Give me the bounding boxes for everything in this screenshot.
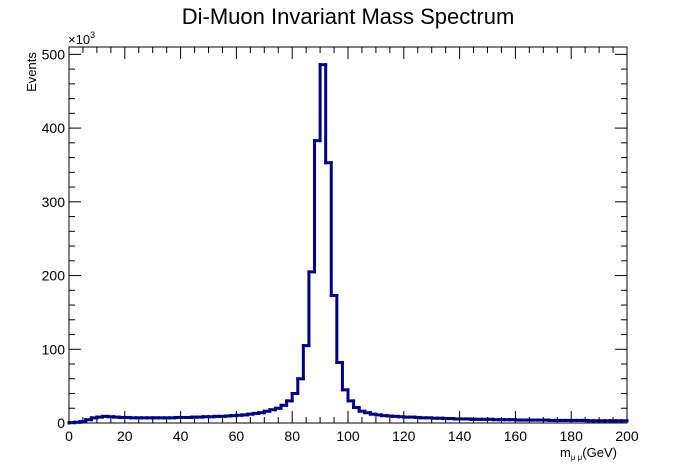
x-tick-label: 100 xyxy=(336,428,360,444)
axis-ticks xyxy=(68,47,628,424)
x-tick-label: 120 xyxy=(392,428,416,444)
y-multiplier-label: ×103 xyxy=(68,30,95,47)
y-axis-label: Events xyxy=(24,52,39,92)
x-axis-label-main: m xyxy=(560,445,571,460)
x-axis-label: mμ μ(GeV) xyxy=(560,445,617,462)
y-multiplier-base: ×10 xyxy=(68,32,90,47)
x-tick-label: 80 xyxy=(284,428,300,444)
x-axis-label-unit: (GeV) xyxy=(582,445,617,460)
x-tick-label: 60 xyxy=(229,428,245,444)
x-axis-label-subscript: μ μ xyxy=(571,453,583,462)
histogram-series xyxy=(67,63,629,425)
x-tick-label: 200 xyxy=(615,428,639,444)
x-tick-label: 0 xyxy=(65,428,73,444)
y-tick-label: 400 xyxy=(42,120,66,136)
chart-title: Di-Muon Invariant Mass Spectrum xyxy=(182,4,515,29)
y-tick-label: 500 xyxy=(42,46,66,62)
x-tick-label: 20 xyxy=(117,428,133,444)
y-multiplier-exponent: 3 xyxy=(90,30,95,40)
y-tick-label: 300 xyxy=(42,194,66,210)
y-tick-label: 0 xyxy=(57,415,65,431)
y-tick-label: 200 xyxy=(42,268,66,284)
plot-frame-border xyxy=(68,46,628,424)
x-tick-labels: 0 20 40 60 80 100 120 140 160 180 200 xyxy=(65,428,639,444)
x-tick-label: 180 xyxy=(560,428,584,444)
x-tick-label: 140 xyxy=(448,428,472,444)
y-tick-label: 100 xyxy=(42,341,66,357)
x-tick-label: 40 xyxy=(173,428,189,444)
plot-frame xyxy=(68,46,628,424)
x-tick-label: 160 xyxy=(504,428,528,444)
y-tick-labels: 0 100 200 300 400 500 xyxy=(42,46,66,431)
